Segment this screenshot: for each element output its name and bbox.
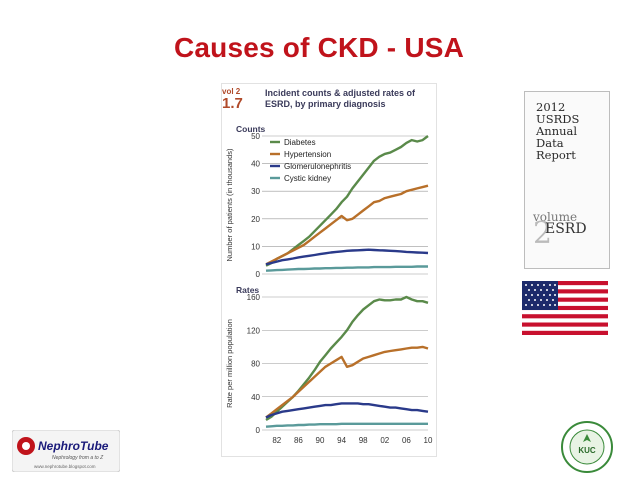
report-title-line: 2012 [536,100,566,114]
series-line-glomerulonephritis [265,248,429,266]
y-axis-label: Rate per million population [225,319,234,408]
university-seal-logo: KUC [561,421,613,473]
y-tick-label: 160 [247,293,261,302]
report-title: 2012 USRDS Annual Data Report [536,101,579,161]
logo-left-url: www.nephrotube.blogspot.com [34,464,96,469]
legend-label: Hypertension [284,150,331,159]
y-tick-label: 80 [251,360,260,369]
report-title-line: USRDS [536,112,580,126]
y-tick-label: 0 [256,426,261,435]
x-tick-label: 10 [424,436,433,445]
figure-number: 1.7 [222,95,243,112]
nephrotube-logo: NephroTube Nephrology from a to Z www.ne… [12,430,120,472]
x-tick-label: 86 [294,436,303,445]
legend-label: Diabetes [284,138,316,147]
series-line-hypertension [265,184,429,266]
x-tick-label: 02 [380,436,389,445]
panel-title: Counts [236,124,266,134]
series-line-glomerulonephritis [265,402,429,419]
logo-left-name: NephroTube [38,439,109,453]
x-tick-label: 98 [359,436,368,445]
slide-title: Causes of CKD - USA [173,32,465,63]
y-tick-label: 120 [247,326,261,335]
logo-right-initials: KUC [578,446,596,455]
figure-volume-label: vol 2 [222,87,241,96]
x-tick-label: 06 [402,436,411,445]
y-tick-label: 20 [251,215,260,224]
chart-svg: Counts 0 10 20 30 40 50 Number of patients (in … [225,124,433,445]
y-tick-label: 0 [256,270,261,279]
chart-figure: vol 2 1.7 Incident counts & adjusted rat… [222,84,436,456]
us-flag-icon [522,281,608,335]
x-tick-label: 94 [337,436,346,445]
y-tick-label: 40 [251,393,260,402]
usrds-report-cover: 2012 USRDS Annual Data Report volume 2 E… [524,91,610,269]
report-volume-name: ESRD [545,221,587,237]
report-title-line: Annual [536,124,578,138]
report-volume-word: volume [533,210,578,224]
report-title-line: Data [536,136,564,150]
y-tick-label: 10 [251,242,260,251]
figure-title: Incident counts & adjusted rates of ESRD… [265,88,416,109]
y-tick-label: 40 [251,160,260,169]
x-tick-label: 82 [272,436,281,445]
legend-label: Glomerulonephritis [284,162,351,171]
report-volume-number: 2 [533,216,553,251]
y-tick-label: 30 [251,187,260,196]
y-tick-label: 50 [251,132,260,141]
x-tick-label: 90 [316,436,325,445]
series-line-hypertension [265,345,429,419]
series-line-cystic-kidney [265,265,428,272]
series-line-diabetes [265,295,429,422]
report-title-line: Report [536,148,576,162]
series-line-cystic-kidney [265,422,428,428]
y-axis-label: Number of patients (in thousands) [225,148,234,261]
panel-title: Rates [236,285,259,295]
legend-label: Cystic kidney [284,174,331,183]
logo-left-tagline: Nephrology from a to Z [52,455,104,461]
